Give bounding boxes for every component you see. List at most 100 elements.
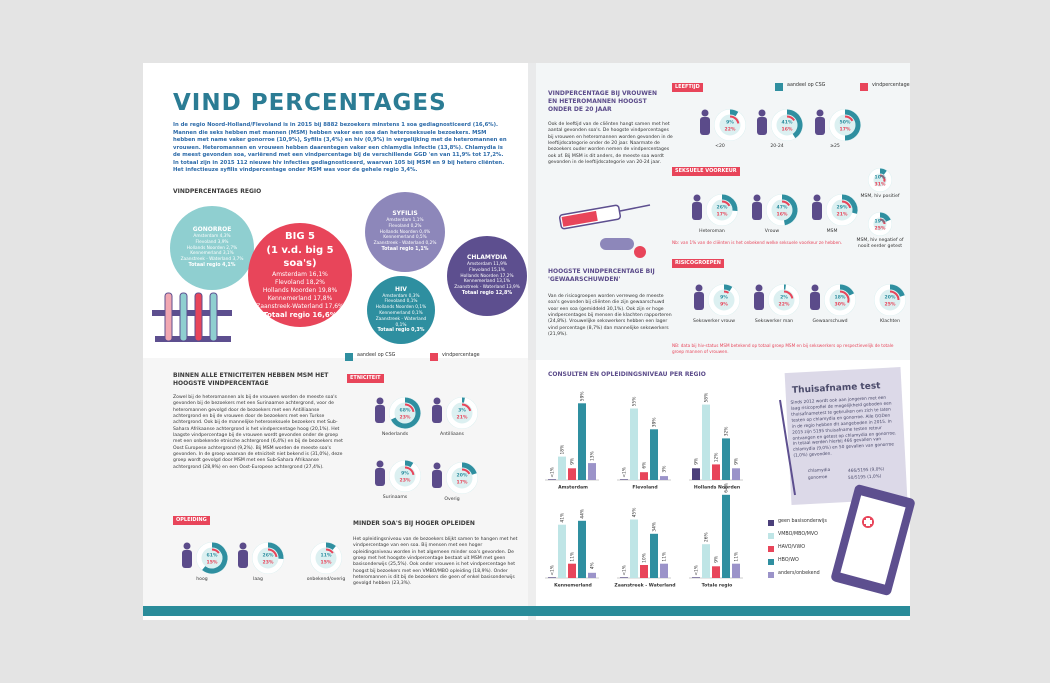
donut-arc-csg bbox=[390, 397, 421, 429]
donut-caption: <20 bbox=[715, 144, 725, 149]
region-sub: (1 v.d. big 5 soa's) bbox=[266, 244, 334, 270]
legend-swatch bbox=[768, 546, 774, 552]
bar-value-label: 9% bbox=[734, 458, 740, 465]
donut-arc-vind bbox=[461, 468, 471, 475]
bar-value-label: 45% bbox=[632, 508, 638, 518]
region-line: Zaanstreek - Waterland 0,2% bbox=[373, 241, 437, 247]
donut-arc-csg bbox=[404, 460, 414, 468]
donut-label-vind: 25% bbox=[885, 302, 896, 308]
donut-arc-vind bbox=[267, 548, 278, 558]
bar bbox=[588, 463, 596, 480]
donut-label-csg: 9% bbox=[401, 471, 409, 477]
region-total: Totaal regio 12,8% bbox=[461, 291, 513, 297]
bar bbox=[548, 577, 556, 578]
syfilis-circle bbox=[365, 192, 445, 272]
region-name: HIV bbox=[395, 285, 407, 293]
bar bbox=[620, 479, 628, 480]
bar-value-label: 11% bbox=[662, 552, 668, 562]
bar-value-label: 44% bbox=[580, 509, 586, 519]
legend-swatch bbox=[768, 533, 774, 539]
bar bbox=[650, 429, 658, 480]
bar bbox=[722, 438, 730, 480]
bar bbox=[702, 404, 710, 480]
donut-arc-csg bbox=[841, 194, 858, 214]
section-tag: RISICOGROEPEN bbox=[672, 259, 724, 268]
donut-arc-vind bbox=[721, 200, 731, 207]
person-body bbox=[182, 550, 192, 568]
big5-circle bbox=[248, 223, 352, 327]
donut-label-vind: 17% bbox=[840, 127, 851, 133]
donut-label-vind: 15% bbox=[321, 560, 332, 566]
region-line: Flevoland 15,1% bbox=[469, 267, 505, 273]
donut-arc-vind bbox=[211, 548, 220, 554]
donut-label-csg: 26% bbox=[717, 205, 728, 211]
region-total: Totaal regio 0,3% bbox=[377, 328, 425, 334]
donut-arc-vind bbox=[729, 115, 740, 124]
legend-label: HAVO/VWO bbox=[778, 545, 805, 550]
region-name: CHLAMYDIA bbox=[466, 254, 508, 261]
legend-label: geen basisonderwijs bbox=[778, 519, 827, 524]
donut-label-vind: 9% bbox=[720, 302, 728, 308]
bar bbox=[588, 572, 596, 578]
body-text: Ook de leeftijd van de cliënten hangt sa… bbox=[548, 122, 673, 165]
person-body bbox=[757, 117, 767, 135]
donut-label-csg: 9% bbox=[726, 120, 734, 126]
group-label: Flevoland bbox=[632, 485, 657, 491]
group-label: Kennemerland bbox=[554, 583, 592, 589]
section-heading: BINNEN ALLE ETNICITEITEN HEBBEN MSM HET … bbox=[173, 372, 329, 387]
bar-value-label: 32% bbox=[724, 427, 730, 437]
group-label: Hollands Noorden bbox=[694, 485, 740, 491]
bar-value-label: <1% bbox=[694, 565, 700, 576]
donut-caption: laag bbox=[253, 577, 263, 582]
bar-value-label: <1% bbox=[622, 467, 628, 478]
region-line: Amsterdam 11,9% bbox=[467, 262, 507, 268]
group-label: Totale regio bbox=[702, 583, 733, 589]
person-head bbox=[695, 284, 703, 292]
person-head bbox=[433, 462, 441, 470]
region-line: Hollands Noorden 0,1% bbox=[375, 305, 427, 311]
donut-arc-vind bbox=[839, 290, 850, 303]
donut-label-csg: 18% bbox=[835, 295, 846, 301]
donut-caption: Klachten bbox=[879, 319, 901, 324]
bar-value-label: 12% bbox=[714, 453, 720, 463]
bar-value-label: 18% bbox=[560, 445, 566, 455]
bar-value-label: 9% bbox=[714, 556, 720, 563]
bar bbox=[692, 577, 700, 578]
donut-arc-csg bbox=[879, 168, 887, 175]
page-title: VIND PERCENTAGES bbox=[173, 90, 447, 116]
region-line: Zaanstreek - Waterland 0,1% bbox=[375, 316, 427, 328]
person-head bbox=[239, 542, 247, 550]
person-body bbox=[694, 292, 704, 310]
bar-value-label: 39% bbox=[652, 417, 658, 427]
intro: In de regio Noord-Holland/Flevoland is i… bbox=[173, 122, 507, 174]
region-label: CHLAMYDIA Amsterdam 11,9% Flevoland 15,1% H… bbox=[454, 254, 520, 298]
region-line: Zaanstreek - Waterland 3,7% bbox=[180, 257, 244, 263]
person-head bbox=[693, 194, 701, 202]
donut-arc-vind bbox=[786, 115, 796, 122]
bar-value-label: 64% bbox=[724, 483, 730, 493]
section-heading: VINDPERCENTAGES REGIO bbox=[173, 188, 262, 195]
section-tag: SEKSUELE VOORKEUR bbox=[672, 167, 740, 176]
region-line: Hollands Noorden 19,8% bbox=[262, 286, 338, 294]
person-head bbox=[183, 542, 191, 550]
bar-value-label: 11% bbox=[734, 552, 740, 562]
donut-label-csg: 11% bbox=[321, 553, 332, 559]
donut-arc-csg bbox=[267, 542, 284, 559]
note: Nb: van 1% van de cliënten is het onbeke… bbox=[672, 240, 843, 245]
donut-label-csg: 41% bbox=[782, 120, 793, 126]
region-line: Amsterdam 4,3% bbox=[193, 234, 231, 240]
donut-caption: Nederlands bbox=[381, 432, 409, 437]
chlamydia-circle bbox=[447, 236, 527, 316]
donut-label-vind: 23% bbox=[400, 478, 411, 484]
section-tag: LEEFTIJD bbox=[672, 83, 703, 92]
donut-arc-vind bbox=[404, 403, 415, 413]
donut-label-vind: 23% bbox=[263, 560, 274, 566]
donut-label-csg: 29% bbox=[837, 205, 848, 211]
bar-value-label: <1% bbox=[550, 565, 556, 576]
person-body bbox=[700, 117, 710, 135]
bar bbox=[640, 565, 648, 578]
region-line: Flevoland 0,1% bbox=[384, 299, 418, 305]
bar bbox=[568, 468, 576, 480]
donut-label-csg: 20% bbox=[457, 473, 468, 479]
person-head bbox=[753, 194, 761, 202]
